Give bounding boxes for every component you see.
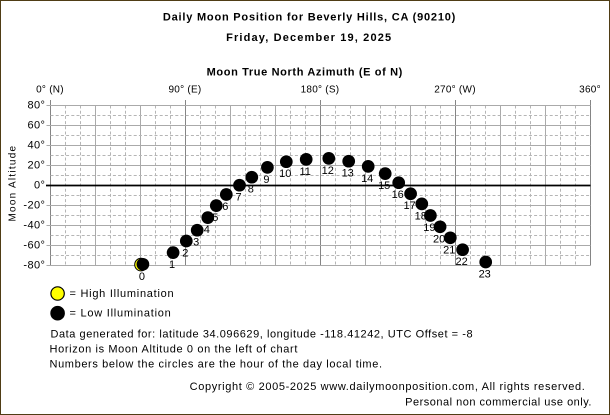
svg-text:-20°: -20° xyxy=(23,200,45,212)
svg-text:-60°: -60° xyxy=(23,240,45,252)
svg-text:Data generated for: latitude 3: Data generated for: latitude 34.096629, … xyxy=(51,328,474,340)
svg-text:0° (N): 0° (N) xyxy=(36,85,64,96)
svg-text:0°: 0° xyxy=(34,180,45,192)
svg-text:-80°: -80° xyxy=(23,260,45,272)
svg-text:Moon True North Azimuth (E of: Moon True North Azimuth (E of N) xyxy=(207,66,403,78)
svg-text:12: 12 xyxy=(322,165,334,177)
svg-text:Personal non commercial use on: Personal non commercial use only. xyxy=(405,396,592,408)
svg-text:Numbers below the circles are: Numbers below the circles are the hour o… xyxy=(50,358,383,370)
svg-text:7: 7 xyxy=(235,192,241,204)
svg-text:15: 15 xyxy=(378,180,390,192)
svg-text:-40°: -40° xyxy=(23,220,45,232)
svg-text:Moon Altitude: Moon Altitude xyxy=(7,145,18,222)
svg-text:6: 6 xyxy=(222,201,228,213)
svg-text:13: 13 xyxy=(342,168,354,180)
svg-text:10: 10 xyxy=(279,168,291,180)
svg-text:2: 2 xyxy=(182,248,188,260)
svg-text:360°: 360° xyxy=(579,85,601,96)
svg-text:22: 22 xyxy=(455,256,467,268)
svg-text:11: 11 xyxy=(299,166,310,178)
svg-text:1: 1 xyxy=(169,259,175,271)
svg-text:Daily Moon Position for Beverl: Daily Moon Position for Beverly Hills, C… xyxy=(163,12,456,24)
svg-text:Copyright © 2005-2025 www.dail: Copyright © 2005-2025 www.dailymoonposit… xyxy=(190,381,586,393)
svg-text:19: 19 xyxy=(423,222,435,234)
svg-text:Friday, December 19, 2025: Friday, December 19, 2025 xyxy=(226,32,392,44)
svg-text:= Low Illumination: = Low Illumination xyxy=(70,308,172,320)
svg-text:16: 16 xyxy=(392,189,404,201)
svg-text:18: 18 xyxy=(415,210,427,222)
svg-text:17: 17 xyxy=(403,200,415,212)
svg-text:60°: 60° xyxy=(27,120,45,132)
svg-text:20°: 20° xyxy=(27,160,45,172)
svg-text:180° (S): 180° (S) xyxy=(301,85,340,96)
svg-text:0: 0 xyxy=(139,271,145,283)
svg-text:3: 3 xyxy=(193,237,199,249)
svg-text:20: 20 xyxy=(433,233,445,245)
svg-text:14: 14 xyxy=(361,173,373,185)
svg-text:270° (W): 270° (W) xyxy=(434,85,476,96)
svg-text:90° (E): 90° (E) xyxy=(169,85,202,96)
svg-text:40°: 40° xyxy=(27,140,45,152)
svg-text:= High Illumination: = High Illumination xyxy=(70,288,175,300)
svg-text:21: 21 xyxy=(443,244,455,256)
svg-text:8: 8 xyxy=(248,184,254,196)
svg-text:4: 4 xyxy=(204,224,210,236)
svg-text:80°: 80° xyxy=(27,100,45,112)
svg-text:Horizon is Moon Altitude 0 on: Horizon is Moon Altitude 0 on the left o… xyxy=(50,343,299,355)
svg-text:5: 5 xyxy=(212,212,218,224)
svg-text:9: 9 xyxy=(263,174,269,186)
svg-text:23: 23 xyxy=(479,269,491,281)
